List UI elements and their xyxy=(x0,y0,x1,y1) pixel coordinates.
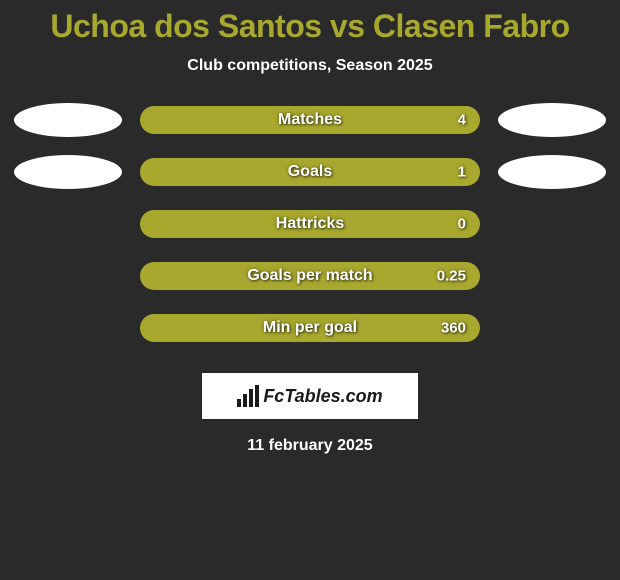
logo-box: FcTables.com xyxy=(202,373,418,419)
right-ellipse xyxy=(498,103,606,137)
stat-label: Min per goal xyxy=(263,319,357,337)
stat-row: Matches 4 xyxy=(0,103,620,137)
stat-value: 0.25 xyxy=(437,268,466,285)
right-ellipse xyxy=(498,155,606,189)
stat-bar: Goals 1 xyxy=(140,158,480,186)
stat-rows: Matches 4 Goals 1 Hattricks 0 Goals xyxy=(0,103,620,345)
stat-row: Goals 1 xyxy=(0,155,620,189)
date-label: 11 february 2025 xyxy=(0,437,620,455)
left-ellipse xyxy=(14,155,122,189)
stat-row: Min per goal 360 xyxy=(0,311,620,345)
stat-label: Goals xyxy=(288,163,332,181)
logo-text: FcTables.com xyxy=(263,386,382,407)
stat-value: 0 xyxy=(458,216,466,233)
page-title: Uchoa dos Santos vs Clasen Fabro xyxy=(0,8,620,45)
stat-value: 4 xyxy=(458,112,466,129)
bar-chart-icon xyxy=(237,385,259,407)
stat-bar: Matches 4 xyxy=(140,106,480,134)
stat-value: 1 xyxy=(458,164,466,181)
stat-label: Hattricks xyxy=(276,215,344,233)
comparison-infographic: Uchoa dos Santos vs Clasen Fabro Club co… xyxy=(0,0,620,455)
stat-label: Goals per match xyxy=(247,267,372,285)
stat-label: Matches xyxy=(278,111,342,129)
left-ellipse xyxy=(14,103,122,137)
stat-bar: Hattricks 0 xyxy=(140,210,480,238)
stat-row: Hattricks 0 xyxy=(0,207,620,241)
stat-row: Goals per match 0.25 xyxy=(0,259,620,293)
stat-bar: Min per goal 360 xyxy=(140,314,480,342)
subtitle: Club competitions, Season 2025 xyxy=(0,57,620,75)
stat-value: 360 xyxy=(441,320,466,337)
stat-bar: Goals per match 0.25 xyxy=(140,262,480,290)
